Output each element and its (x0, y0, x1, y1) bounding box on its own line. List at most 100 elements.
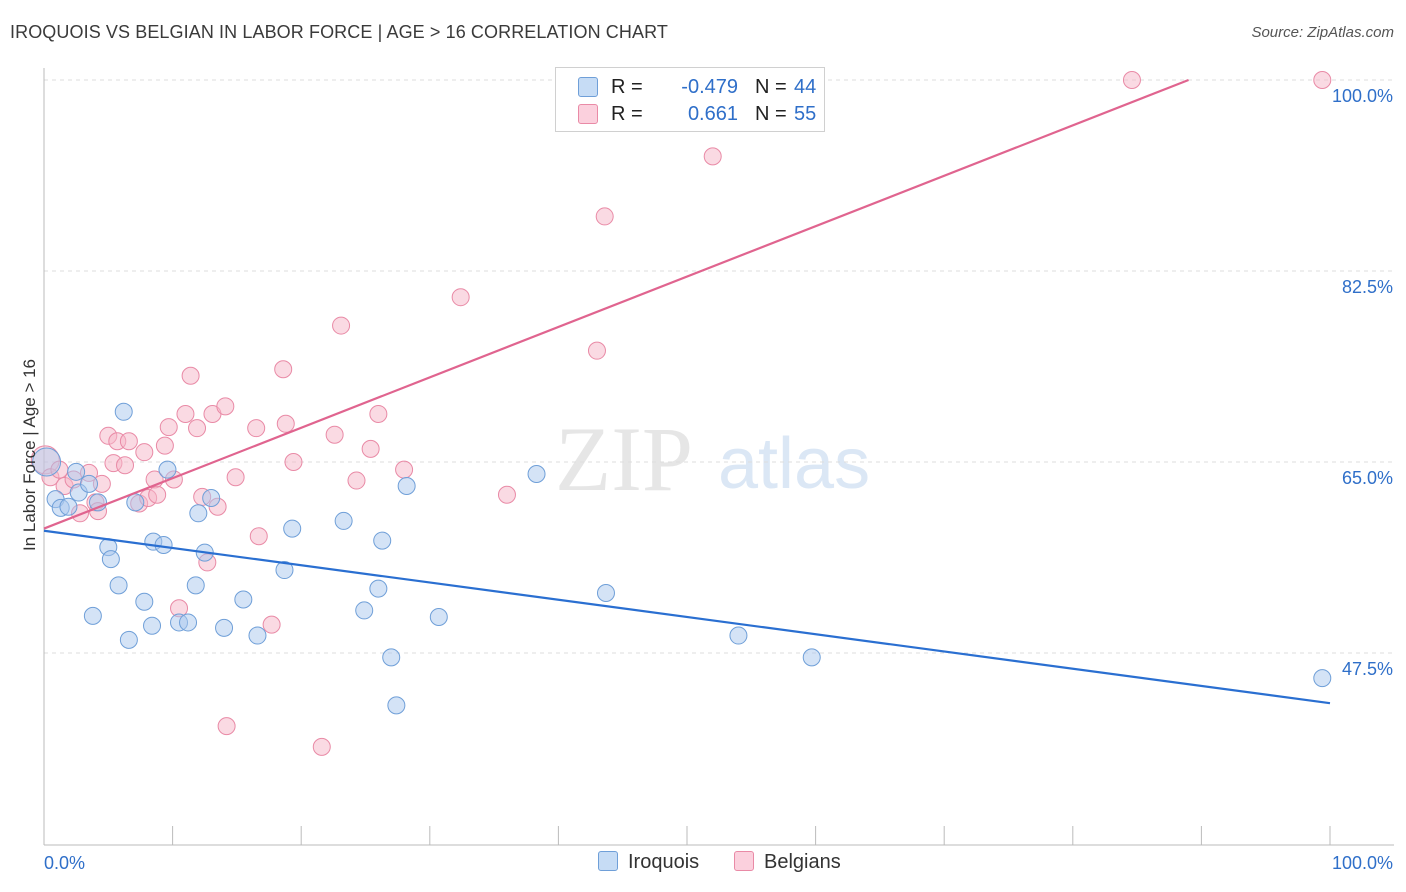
iroquois-point (179, 613, 198, 632)
tick-labels: 100.0% 82.5% 65.0% 47.5% 0.0% 100.0% (44, 86, 1393, 873)
iroquois-point (234, 590, 253, 609)
belgians-point (188, 419, 207, 438)
x-tick-label: 100.0% (1332, 853, 1393, 873)
belgians-point (369, 404, 388, 423)
belgians-point (148, 485, 167, 504)
trend-lines (43, 78, 1331, 705)
iroquois-point (355, 601, 374, 620)
iroquois-point (802, 648, 821, 667)
legend-r-label: R = (611, 76, 643, 98)
legend-swatch-iroquois (578, 77, 598, 97)
bottom-legend-label-iroquois: Iroquois (628, 851, 700, 873)
belgians-point (451, 288, 470, 307)
belgians-point (262, 615, 281, 634)
iroquois-point (387, 696, 406, 715)
belgians-point (347, 471, 366, 490)
iroquois-trend-line (43, 529, 1331, 705)
stats-legend: R = -0.479 N = 44 R = 0.661 N = 55 (555, 67, 825, 132)
belgians-point (325, 425, 344, 444)
iroquois-point (397, 477, 416, 496)
belgians-point (119, 432, 138, 451)
gridlines (44, 79, 1394, 654)
legend-r-label: R = (611, 103, 643, 125)
iroquois-point (729, 626, 748, 645)
iroquois-point (186, 576, 205, 595)
bottom-legend-swatch-belgians (734, 851, 754, 871)
iroquois-point (143, 616, 162, 635)
iroquois-point (109, 576, 128, 595)
belgians-point (395, 460, 414, 479)
y-axis-title: In Labor Force | Age > 16 (20, 359, 39, 551)
iroquois-point (59, 497, 78, 516)
belgians-point (1122, 71, 1141, 89)
legend-n-value: 55 (794, 103, 817, 125)
iroquois-point (215, 618, 234, 637)
iroquois-point (119, 630, 138, 649)
belgians-point (247, 419, 266, 438)
iroquois-point (382, 648, 401, 667)
iroquois-point (275, 561, 294, 580)
y-tick-label: 82.5% (1342, 277, 1393, 297)
legend-r-value: 0.661 (687, 103, 738, 125)
belgians-point (332, 316, 351, 335)
belgians-point (216, 397, 235, 416)
watermark-zip: ZIP (555, 408, 693, 510)
belgians-trend-line (43, 78, 1189, 530)
belgians-point (1313, 71, 1332, 89)
belgians-point (595, 207, 614, 226)
belgians-point (274, 360, 293, 379)
legend-swatch-belgians (578, 104, 598, 124)
iroquois-point (373, 531, 392, 550)
iroquois-point (527, 465, 546, 484)
bottom-legend-iroquois: Iroquois (598, 851, 699, 874)
belgians-point (249, 527, 268, 546)
iroquois-point (596, 583, 615, 602)
belgians-point (284, 453, 303, 471)
belgians-point (361, 439, 380, 458)
belgians-point (159, 418, 178, 437)
belgians-point (587, 341, 606, 360)
belgians-point (703, 147, 722, 166)
iroquois-point (114, 402, 133, 421)
axes (43, 68, 1394, 846)
scatter-points (30, 71, 1332, 756)
iroquois-point (67, 462, 86, 481)
iroquois-point (135, 592, 154, 611)
y-tick-label: 47.5% (1342, 659, 1393, 679)
belgians-point (155, 436, 174, 455)
iroquois-point (80, 474, 99, 493)
iroquois-point (248, 626, 267, 645)
x-tick-label: 0.0% (44, 853, 85, 873)
belgians-point (276, 414, 295, 433)
iroquois-point (369, 579, 388, 598)
iroquois-point (429, 607, 448, 626)
chart-title: IROQUOIS VS BELGIAN IN LABOR FORCE | AGE… (10, 22, 668, 42)
belgians-point (312, 737, 331, 756)
bottom-legend-belgians: Belgians (734, 851, 841, 874)
iroquois-point (101, 550, 120, 569)
iroquois-point (283, 519, 302, 538)
y-tick-label: 65.0% (1342, 468, 1393, 488)
belgians-point (135, 443, 154, 462)
iroquois-point (32, 447, 62, 477)
iroquois-point (1313, 669, 1332, 688)
iroquois-point (83, 606, 102, 625)
belgians-point (217, 717, 236, 736)
bottom-legend-swatch-iroquois (598, 851, 618, 871)
belgians-point (226, 468, 245, 487)
y-tick-label: 100.0% (1332, 86, 1393, 106)
belgians-point (497, 485, 516, 504)
belgians-point (176, 404, 195, 423)
source-label: Source: ZipAtlas.com (1251, 24, 1394, 41)
iroquois-point (126, 493, 145, 512)
iroquois-point (334, 511, 353, 530)
iroquois-point (189, 504, 208, 523)
legend-n-label: N = (755, 103, 787, 125)
belgians-point (181, 366, 200, 385)
legend-n-value: 44 (794, 76, 817, 98)
iroquois-point (202, 489, 221, 508)
watermark-atlas: atlas (718, 424, 870, 504)
belgians-point (116, 456, 135, 475)
legend-r-value: -0.479 (681, 76, 738, 98)
